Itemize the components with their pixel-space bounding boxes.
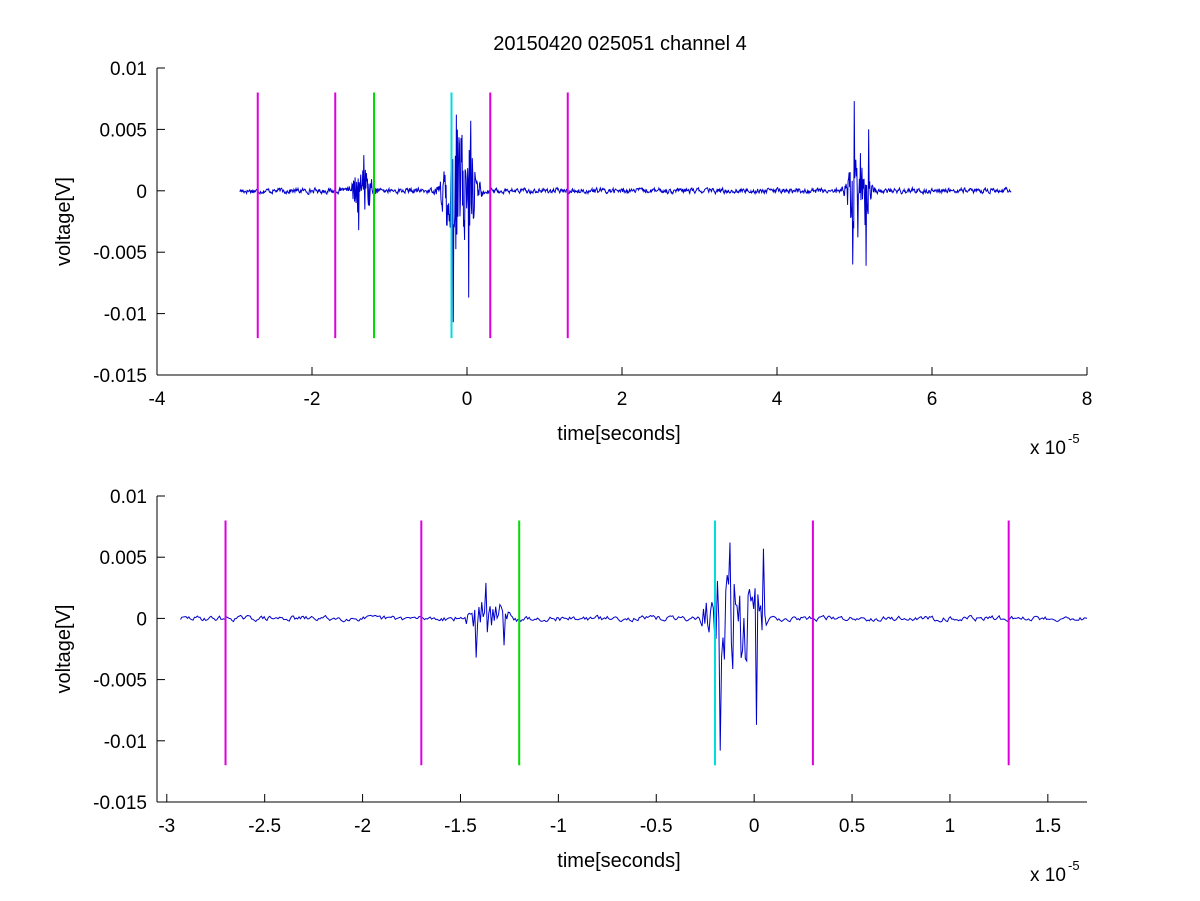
y-axis-label: voltage[V]: [53, 177, 75, 266]
x-tick-label: -3: [158, 816, 175, 837]
x-tick-label: 0.5: [839, 816, 865, 837]
x-axis-label: time[seconds]: [557, 850, 680, 872]
x-tick-label: 8: [1082, 389, 1093, 410]
x-tick-label: 2: [617, 389, 628, 410]
x-tick-label: 6: [927, 389, 938, 410]
figure-title: 20150420 025051 channel 4: [493, 33, 747, 55]
signal-trace: [180, 542, 1088, 751]
y-tick-label: 0.01: [110, 59, 147, 80]
x-exponent-label: -5: [1068, 858, 1080, 873]
y-tick-label: -0.01: [104, 732, 147, 753]
y-tick-label: -0.005: [93, 243, 147, 264]
x-tick-label: -2: [354, 816, 371, 837]
x-tick-label: -1.5: [444, 816, 477, 837]
x-tick-label: 0: [749, 816, 760, 837]
x-multiplier-label: x 10: [1030, 438, 1066, 459]
y-tick-label: -0.015: [93, 366, 147, 387]
x-tick-label: -2: [304, 389, 321, 410]
y-tick-label: -0.015: [93, 793, 147, 814]
y-tick-label: 0: [136, 609, 147, 630]
y-tick-label: -0.01: [104, 305, 147, 326]
plot-bottom: -0.015 -0.01 -0.005 0 0.005 0.01 -3 -2.5 -2 -1.5 -…: [53, 487, 1088, 886]
x-tick-label: -0.5: [640, 816, 673, 837]
x-tick-label: -4: [149, 389, 166, 410]
x-tick-label: 4: [772, 389, 783, 410]
y-tick-label: 0.005: [99, 120, 147, 141]
x-tick-label: 1.5: [1035, 816, 1061, 837]
y-tick-label: 0.005: [99, 548, 147, 569]
x-tick-label: 1: [945, 816, 956, 837]
x-multiplier-label: x 10: [1030, 865, 1066, 886]
x-axis-label: time[seconds]: [557, 423, 680, 445]
x-tick-label: -2.5: [248, 816, 281, 837]
x-tick-label: 0: [462, 389, 473, 410]
y-tick-label: 0.01: [110, 487, 147, 508]
x-tick-label: -1: [550, 816, 567, 837]
y-axis-label: voltage[V]: [53, 605, 75, 694]
y-tick-label: 0: [136, 182, 147, 203]
x-exponent-label: -5: [1068, 431, 1080, 446]
signal-trace: [239, 101, 1012, 323]
y-tick-label: -0.005: [93, 671, 147, 692]
plot-top: -0.015 -0.01 -0.005 0 0.005 0.01 -4 -2 0 2 4 6 8 time…: [53, 59, 1092, 459]
